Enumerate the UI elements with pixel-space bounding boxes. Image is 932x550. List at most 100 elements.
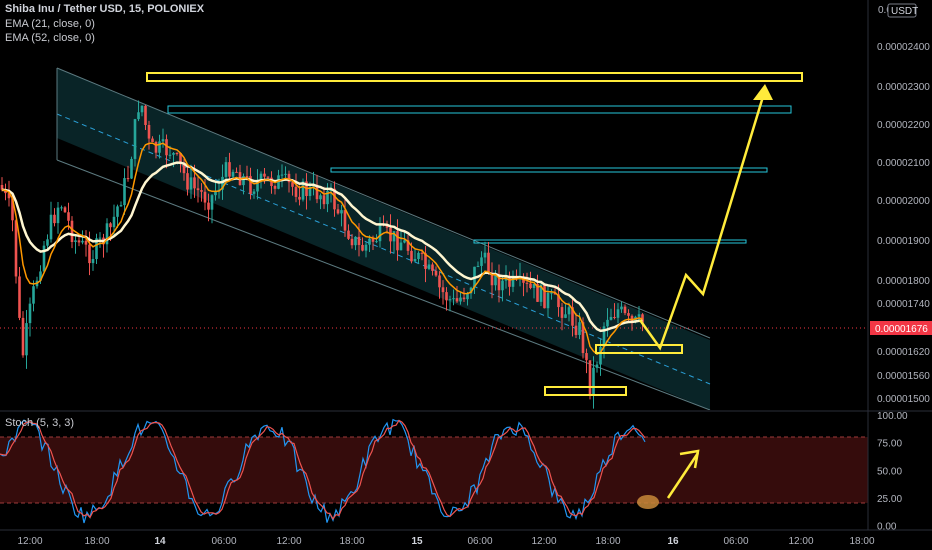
candle-body xyxy=(480,257,483,266)
stoch-axis-label: 50.00 xyxy=(877,466,902,477)
price-axis-label: 0.00001560 xyxy=(877,371,930,382)
time-axis-label: 12:00 xyxy=(17,536,42,547)
candle-body xyxy=(277,175,280,189)
target-box-yellow[interactable] xyxy=(146,72,803,82)
support-box-2[interactable] xyxy=(544,386,627,396)
candle-body xyxy=(0,185,4,190)
candle-body xyxy=(14,220,18,277)
candle-body xyxy=(602,326,606,347)
price-axis-label: 0.00001620 xyxy=(877,347,930,358)
resistance-box-3[interactable] xyxy=(473,239,747,244)
chart-title[interactable]: Shiba Inu / Tether USD, 15, POLONIEX xyxy=(5,3,205,15)
time-axis-label: 12:00 xyxy=(788,536,813,547)
candle-body xyxy=(7,193,11,199)
candle-body xyxy=(42,245,46,272)
candle-body xyxy=(308,186,312,197)
candle-body xyxy=(627,313,630,316)
candle-body xyxy=(280,174,284,176)
candle-body xyxy=(242,176,245,186)
candle-body xyxy=(273,186,277,189)
candle-body xyxy=(95,238,98,260)
candle-body xyxy=(399,242,403,251)
time-axis[interactable]: 12:00 18:00 14 06:00 12:00 18:00 15 06:00 12:00 1… xyxy=(17,536,874,547)
candle-body xyxy=(214,191,217,196)
price-axis-label: 0.00001500 xyxy=(877,394,930,405)
candle-body xyxy=(469,287,473,294)
stoch-arrow[interactable] xyxy=(666,452,700,499)
candle-body xyxy=(448,299,452,301)
projection-path[interactable] xyxy=(638,89,767,351)
resistance-box-1[interactable] xyxy=(167,105,792,114)
candle-body xyxy=(536,283,539,302)
candle-body xyxy=(438,275,441,288)
candle-body xyxy=(259,173,263,182)
candle-body xyxy=(147,124,151,139)
candle-body xyxy=(543,284,546,309)
candle-body xyxy=(585,353,588,361)
stoch-panel[interactable] xyxy=(0,418,868,524)
candle-body xyxy=(336,209,340,214)
channel-mid-line xyxy=(56,113,711,385)
candle-body xyxy=(350,238,354,246)
price-axis[interactable]: 0.00002400 0.00002300 0.00002200 0.00002100… xyxy=(877,42,930,405)
candle-body xyxy=(189,177,193,190)
price-axis-label: 0.00002300 xyxy=(877,82,930,93)
candle-body xyxy=(130,158,133,179)
candle-body xyxy=(151,138,154,143)
candle-body xyxy=(410,250,413,262)
currency-badge[interactable] xyxy=(887,3,917,18)
candle-body xyxy=(291,182,294,187)
candle-body xyxy=(494,274,497,286)
candle-body xyxy=(497,274,501,291)
candle-body xyxy=(620,306,623,310)
stoch-highlight[interactable] xyxy=(637,495,659,509)
candle-body xyxy=(245,176,249,178)
candle-body xyxy=(406,240,410,251)
candle-body xyxy=(112,216,116,228)
candle-body xyxy=(77,240,81,243)
ema-52-line xyxy=(1,161,643,333)
candle-body xyxy=(252,191,256,194)
support-box-1[interactable] xyxy=(595,344,683,354)
candle-body xyxy=(266,176,270,178)
resistance-boxes[interactable] xyxy=(146,72,803,244)
candle-body xyxy=(508,276,511,287)
time-axis-label: 16 xyxy=(667,536,679,547)
candle-body xyxy=(364,244,368,251)
candle-body xyxy=(105,223,109,245)
candle-body xyxy=(567,307,571,315)
candle-body xyxy=(420,252,424,254)
candle-body xyxy=(270,177,273,187)
candle-body xyxy=(74,240,77,243)
candle-body xyxy=(70,220,74,243)
candle-body xyxy=(119,205,123,207)
time-axis-label: 18:00 xyxy=(84,536,109,547)
candle-body xyxy=(88,244,91,264)
ema-21-legend[interactable]: EMA (21, close, 0) xyxy=(5,18,95,30)
candle-body xyxy=(91,259,95,264)
candle-body xyxy=(483,252,487,258)
candle-body xyxy=(417,252,420,259)
candle-body xyxy=(459,297,462,302)
candle-body xyxy=(560,307,564,318)
stoch-legend[interactable]: Stoch (5, 3, 3) xyxy=(5,417,75,429)
candle-body xyxy=(623,306,627,314)
stoch-arrowhead xyxy=(679,449,700,469)
candle-body xyxy=(53,214,56,224)
candle-body xyxy=(501,280,504,291)
candle-body xyxy=(60,207,63,209)
candle-body xyxy=(32,286,35,304)
price-axis-label: 0.00002400 xyxy=(877,42,930,53)
stoch-axis-label: 25.00 xyxy=(877,494,902,505)
ema-52-legend[interactable]: EMA (52, close, 0) xyxy=(5,32,95,44)
candle-body xyxy=(301,181,305,200)
candle-body xyxy=(445,292,448,301)
candle-body xyxy=(28,303,32,324)
resistance-box-2[interactable] xyxy=(330,167,768,173)
candle-body xyxy=(466,293,469,300)
price-channel[interactable] xyxy=(56,67,711,410)
stoch-axis[interactable]: 100.00 75.00 50.00 25.00 0.00 xyxy=(877,411,908,533)
price-axis-label: 0.00001900 xyxy=(877,236,930,247)
candle-body xyxy=(63,207,67,213)
